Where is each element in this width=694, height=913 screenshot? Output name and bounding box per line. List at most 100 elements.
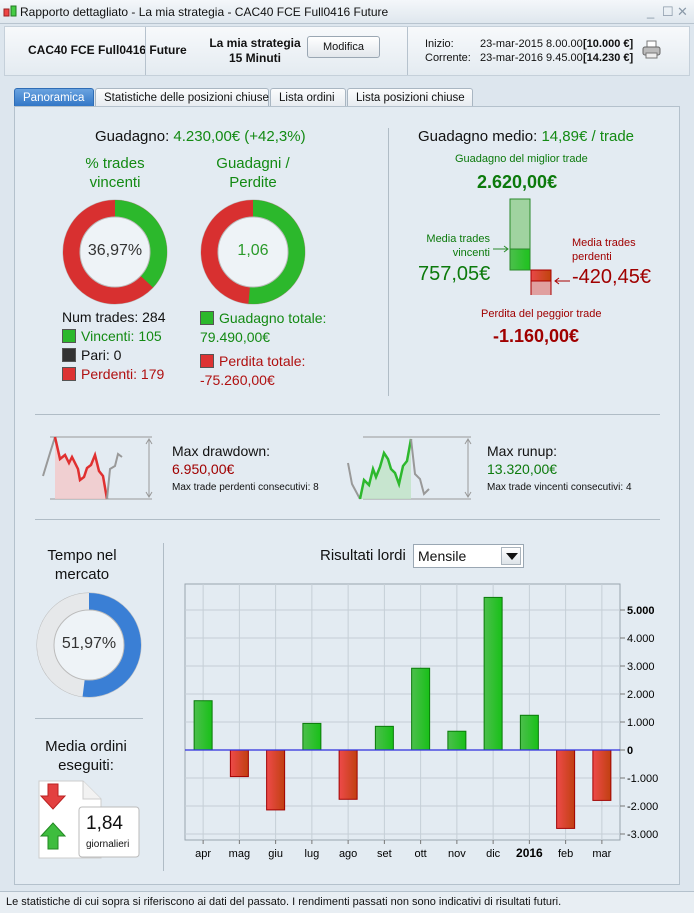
drawdown-sparkline (42, 436, 153, 500)
gain-loss-ratio-title: Guadagni / Perdite (216, 155, 290, 191)
close-button[interactable]: ✕ (677, 4, 688, 19)
gain-label: Guadagno: (95, 128, 170, 145)
x-tick-label: giu (268, 848, 283, 860)
period-select[interactable]: Mensile (413, 544, 524, 568)
losers-count: Perdenti: 179 (81, 366, 165, 382)
total-loss-value: -75.260,00€ (200, 372, 275, 388)
total-gain-summary: Guadagno: 4.230,00€ (+42,3%) (95, 128, 306, 145)
y-tick-label: -3.000 (627, 829, 658, 841)
divider (388, 128, 389, 396)
maximize-button[interactable]: ☐ (662, 4, 674, 19)
win-rate-fill (114, 200, 167, 288)
divider (35, 718, 143, 719)
max-consecutive-losses: Max trade perdenti consecutivi: 8 (172, 482, 319, 493)
x-tick-label: nov (448, 848, 466, 860)
bar-ott (411, 667, 431, 751)
current-date: 23-mar-2016 9.45.00 (480, 52, 583, 64)
avg-orders-unit: giornalieri (86, 839, 130, 850)
current-value: [14.230 €] (583, 52, 634, 64)
winners-count: Vincenti: 105 (81, 328, 162, 344)
bar-2016 (519, 714, 539, 751)
timeframe: 15 Minuti (228, 51, 281, 65)
avg-loss-value: -420,45€ (572, 266, 651, 288)
bar-mag (229, 749, 249, 778)
results-label: Risultati lordi (320, 547, 406, 564)
avg-win-label: Media trades vincenti (426, 233, 490, 259)
time-in-market-donut (36, 592, 142, 698)
x-tick-label: feb (558, 848, 573, 860)
x-tick-label: ago (339, 848, 357, 860)
current-label: Corrente: (425, 52, 471, 64)
disclaimer-footer: Le statistiche di cui sopra si riferisco… (0, 891, 694, 913)
x-tick-label: set (377, 848, 392, 860)
avg-win-value: 757,05€ (418, 263, 491, 285)
tab-lista-posizioni-chiuse[interactable]: Lista posizioni chiuse (347, 88, 473, 107)
edit-strategy-button[interactable]: Modifica (307, 36, 380, 58)
x-tick-label: mag (229, 848, 250, 860)
arrow-up-icon (39, 822, 67, 850)
even-count: Pari: 0 (81, 347, 122, 363)
winners-legend: Vincenti: 105 (62, 328, 162, 344)
tab-statistiche-posizioni-chiuse[interactable]: Statistiche delle posizioni chiuse (95, 88, 269, 107)
runup-sparkline (347, 436, 472, 500)
max-drawdown-label: Max drawdown: (172, 443, 271, 459)
avg-loss-bar (530, 269, 552, 282)
average-label: Guadagno medio: (418, 128, 538, 145)
num-trades: Num trades: 284 (62, 309, 166, 325)
even-legend: Pari: 0 (62, 347, 121, 363)
tab-panoramica[interactable]: Panoramica (14, 88, 94, 107)
total-gain-value: 79.490,00€ (200, 329, 271, 345)
gain-loss-fill (248, 200, 305, 304)
divider (407, 27, 408, 75)
bar-lug (302, 722, 322, 751)
minimize-button[interactable]: _ (647, 4, 655, 19)
app-candlestick-icon (3, 5, 17, 17)
max-runup-label: Max runup: (487, 443, 558, 459)
bar-ago (338, 749, 358, 800)
best-trade-value: 2.620,00€ (477, 172, 558, 192)
average-gain-summary: Guadagno medio: 14,89€ / trade (418, 128, 634, 145)
total-loss-legend: Perdita totale: -75.260,00€ (200, 352, 305, 390)
red-square-icon (200, 354, 214, 368)
title-bar: Rapporto dettagliato - La mia strategia … (0, 0, 694, 24)
gain-loss-donut (200, 199, 306, 305)
start-value: [10.000 €] (583, 38, 634, 50)
print-icon[interactable] (642, 40, 662, 60)
y-tick-label: 3.000 (627, 661, 655, 673)
total-gain-label: Guadagno totale: (219, 310, 327, 326)
y-tick-label: 2.000 (627, 689, 655, 701)
chevron-down-icon[interactable] (501, 547, 521, 565)
green-square-icon (200, 311, 214, 325)
instrument-name: CAC40 FCE Full0416 Future (28, 43, 187, 57)
arrow-down-icon (39, 783, 67, 810)
bar-feb (556, 749, 576, 829)
start-label: Inizio: (425, 38, 454, 50)
arrow-left-icon (554, 277, 570, 285)
y-tick-label: 0 (627, 745, 633, 757)
win-rate-value: 36,97% (87, 242, 143, 259)
avg-win-bar (509, 248, 531, 271)
avg-loss-label: Media trades perdenti (572, 237, 636, 263)
divider (163, 543, 164, 871)
average-value: 14,89€ / trade (541, 128, 635, 145)
window-title: Rapporto dettagliato - La mia strategia … (20, 5, 389, 19)
divider (35, 414, 660, 415)
x-tick-label: apr (195, 848, 211, 860)
x-tick-label: mar (592, 848, 611, 860)
worst-trade-value: -1.160,00€ (493, 326, 580, 346)
y-tick-label: -2.000 (627, 801, 658, 813)
divider (145, 27, 146, 75)
gain-loss-ratio-value: 1,06 (237, 242, 269, 259)
bar-set (374, 725, 394, 751)
worst-trade-label: Perdita del peggior trade (481, 308, 602, 320)
total-gain-legend: Guadagno totale: 79.490,00€ (200, 309, 326, 347)
bar-mar (592, 749, 612, 801)
x-tick-label: lug (305, 848, 320, 860)
y-tick-label: -1.000 (627, 773, 658, 785)
x-tick-label: ott (415, 848, 427, 860)
win-rate-donut (62, 199, 168, 305)
start-date: 23-mar-2015 8.00.00 (480, 38, 583, 50)
tab-lista-ordini[interactable]: Lista ordini (270, 88, 346, 107)
bar-giu (266, 749, 286, 811)
x-tick-label: dic (486, 848, 501, 860)
